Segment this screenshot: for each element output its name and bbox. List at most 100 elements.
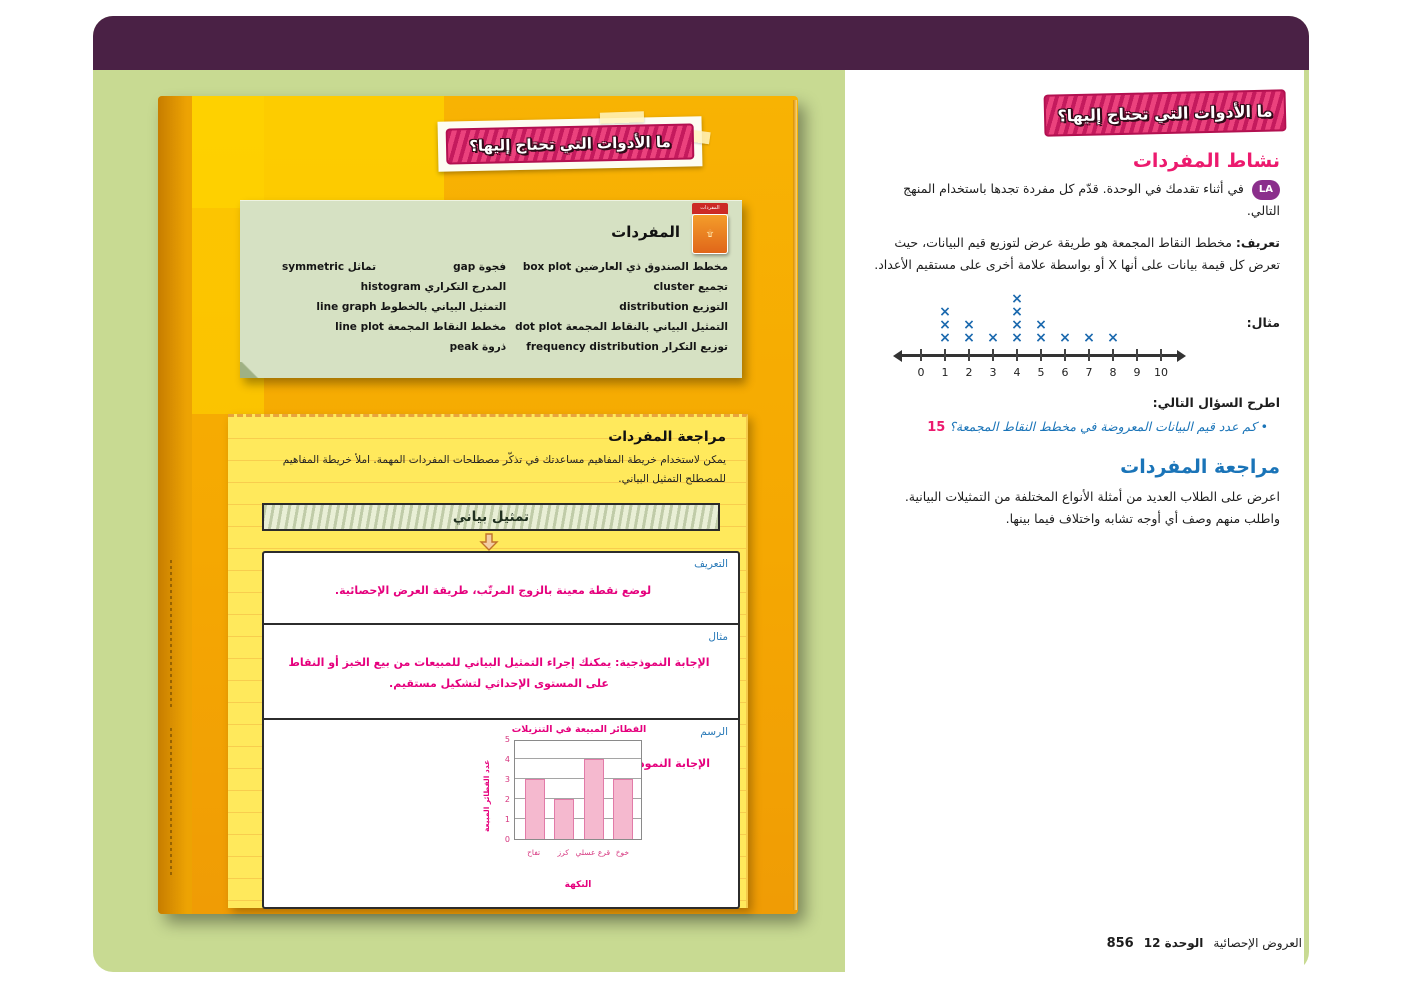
axis-tick (944, 349, 946, 361)
vocab-term: المدرج التكراري histogram (360, 281, 507, 293)
x-category-label: تفاح (527, 848, 541, 857)
teacher-notes-panel: ما الأدوات التي تحتاج إليها؟ نشاط المفرد… (845, 70, 1304, 972)
vocab-card-icon: المفردات ۩ (692, 203, 728, 255)
y-tick-label: 2 (504, 795, 510, 804)
bar (554, 799, 575, 839)
vocab-term: التمثيل البياني بالخطوط line graph (316, 301, 507, 313)
arrow-left-icon (893, 349, 902, 362)
axis-tick (1016, 349, 1018, 361)
review-intro: يمكن لاستخدام خريطة المفاهيم مساعدتك في … (282, 454, 726, 485)
data-mark-x: × (1011, 317, 1023, 333)
vocab-term: تجميع cluster (653, 281, 728, 293)
top-purple-bar (93, 16, 1309, 70)
axis-tick (1088, 349, 1090, 361)
vocab-term: توزيع التكرار frequency distribution (526, 341, 728, 353)
axis-tick-label: 8 (1109, 366, 1117, 379)
data-mark-x: × (1035, 317, 1047, 333)
sticky-note-curl (240, 362, 266, 378)
vocab-row: توزيع التكرار frequency distribution ذرو… (256, 337, 728, 357)
axis-tick (1136, 349, 1138, 361)
drawing-label: الرسم (700, 726, 728, 738)
la-badge: LA (1251, 180, 1280, 200)
x-category-label: خوخ (615, 848, 630, 857)
activity-heading: نشاط المفردات (1132, 150, 1280, 172)
concept-map-box: التعريف لوضع نقطة معينة بالزوج المرتّب، … (262, 551, 740, 909)
ask-heading: اطرح السؤال التالي: (1152, 395, 1280, 410)
vocab-term: ذروة peak (449, 341, 507, 353)
axis-tick-label: 5 (1037, 366, 1045, 379)
y-tick-label: 3 (504, 775, 510, 784)
vocabulary-review-notepad: مراجعة المفردات يمكن لاستخدام خريطة المف… (228, 414, 748, 909)
data-mark-x: × (987, 330, 999, 346)
vocab-term: التمثيل البياني بالنقاط المجمعة dot plot (515, 321, 728, 333)
activity-paragraph: LA في أثناء تقدمك في الوحدة. قدّم كل مفر… (867, 178, 1280, 222)
axis-tick-label: 7 (1085, 366, 1093, 379)
divider (264, 623, 738, 625)
bar (524, 779, 545, 839)
vocab-row: التوزيع distribution التمثيل البياني بال… (256, 297, 728, 317)
axis-tick (1064, 349, 1066, 361)
page-edge (793, 100, 797, 910)
example-section[interactable]: مثال الإجابة النموذجية: يمكنك إجراء التم… (264, 625, 738, 718)
example-label: مثال: (1246, 315, 1280, 330)
bar (583, 759, 604, 839)
gridline (515, 758, 641, 759)
review-heading: مراجعة المفردات (608, 429, 726, 445)
vocab-row: تجميع cluster المدرج التكراري histogram (256, 277, 728, 297)
axis-tick (920, 349, 922, 361)
axis-tick-label: 9 (1133, 366, 1141, 379)
bar-chart-title: الفطائر المبيعة في التنزيلات (511, 724, 647, 735)
data-mark-x: × (1035, 330, 1047, 346)
vocab-term-list: مخطط الصندوق ذي العارضين box plot فجوة g… (256, 257, 728, 357)
footer-unit-label: الوحدة 12 (1143, 936, 1204, 950)
definition-paragraph: تعريف: مخطط النقاط المجمعة هو طريقة عرض … (867, 232, 1280, 276)
axis-tick-label: 2 (965, 366, 973, 379)
question-line: • كم عدد قيم البيانات المعروضة في مخطط ا… (867, 416, 1268, 440)
axis-tick-label: 10 (1154, 366, 1168, 379)
page-footer: 856 الوحدة 12 العروض الإحصائية (1107, 936, 1302, 951)
tape (599, 111, 645, 124)
axis-tick (1112, 349, 1114, 361)
data-mark-x: × (1011, 304, 1023, 320)
left-page-banner-title: ما الأدوات التي تحتاج إليها؟ (469, 132, 671, 156)
definition-section[interactable]: التعريف لوضع نقطة معينة بالزوج المرتّب، … (264, 553, 738, 623)
axis-tick (1040, 349, 1042, 361)
vocab-card-tab-label: المفردات (692, 203, 728, 214)
data-mark-x: × (1011, 291, 1023, 307)
answer-value: 15 (927, 420, 946, 435)
bar-chart-xlabel: النكهة (564, 880, 592, 890)
left-page-banner: ما الأدوات التي تحتاج إليها؟ (445, 123, 695, 165)
vocab-term: مخطط النقاط المجمعة line plot (335, 321, 507, 333)
x-category-label: كرز (557, 848, 569, 857)
spine-copyright-text (170, 728, 172, 878)
data-mark-x: × (1011, 330, 1023, 346)
axis-tick-label: 1 (941, 366, 949, 379)
right-panel-banner-title: ما الأدوات التي تحتاج إليها؟ (1057, 101, 1273, 125)
axis-tick (968, 349, 970, 361)
pies-bar-chart: الفطائر المبيعة في التنزيلات عدد الفطائر… (474, 722, 664, 904)
vocab-term: فجوة gap (453, 261, 507, 273)
arrow-right-icon (1177, 349, 1186, 362)
concept-map-title-box[interactable]: تمثيل بياني (262, 503, 720, 531)
data-mark-x: × (939, 317, 951, 333)
dot-plot: 0 1 2 3 4 5 6 7 8 9 10 × × × × × × × × × × × × × × × (893, 278, 1217, 398)
drawing-section[interactable]: الرسم الإجابة النموذجية: الفطائر المبيعة… (264, 720, 738, 907)
activity-text: في أثناء تقدمك في الوحدة. قدّم كل مفردة … (903, 181, 1280, 218)
bar-chart-ylabel: عدد الفطائر المبيعة (482, 759, 491, 833)
footer-unit-title: العروض الإحصائية (1213, 936, 1302, 950)
example-label: مثال (708, 631, 728, 643)
bar-chart-plot (514, 740, 642, 840)
axis-tick (992, 349, 994, 361)
vocab-heading: المفردات (611, 223, 680, 241)
vocabulary-note: المفردات ۩ المفردات مخطط الصندوق ذي العا… (240, 200, 742, 378)
spine-copyright-text (170, 560, 172, 710)
vocab-row: مخطط الصندوق ذي العارضين box plot فجوة g… (256, 257, 728, 277)
definition-text: لوضع نقطة معينة بالزوج المرتّب، طريقة ال… (334, 584, 652, 597)
review-text: اعرض على الطلاب العديد من أمثلة الأنواع … (904, 489, 1280, 526)
page-spine (158, 96, 192, 914)
data-mark-x: × (1059, 330, 1071, 346)
data-mark-x: × (939, 330, 951, 346)
vocab-term: مخطط الصندوق ذي العارضين box plot (522, 261, 728, 273)
y-tick-label: 4 (504, 755, 510, 764)
